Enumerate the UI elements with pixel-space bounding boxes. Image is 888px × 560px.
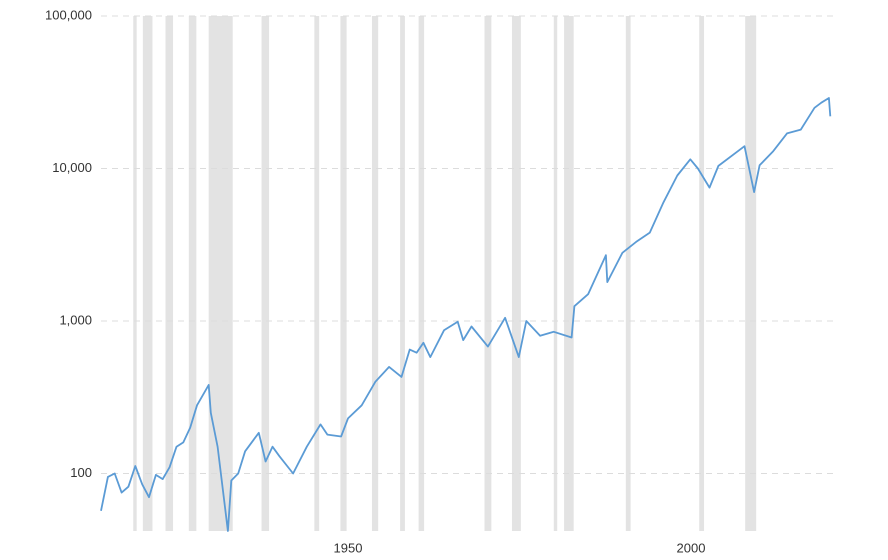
recession-band <box>314 16 320 531</box>
recession-band <box>699 16 705 531</box>
recession-band <box>745 16 757 531</box>
x-tick-label: 1950 <box>334 540 363 555</box>
x-tick-label: 2000 <box>677 540 706 555</box>
recession-band <box>142 16 153 531</box>
y-tick-label: 10,000 <box>52 160 92 175</box>
recession-band <box>371 16 379 531</box>
recession-band <box>511 16 521 531</box>
recession-band <box>553 16 558 531</box>
recession-band <box>625 16 631 531</box>
y-tick-label: 100,000 <box>45 7 92 22</box>
recession-band <box>418 16 425 531</box>
recession-band <box>484 16 492 531</box>
price-line <box>100 97 832 532</box>
recession-band <box>165 16 174 531</box>
y-tick-label: 1,000 <box>59 312 92 327</box>
recession-band <box>564 16 574 531</box>
recession-band <box>133 16 137 531</box>
y-tick-label: 100 <box>70 465 92 480</box>
recession-band <box>261 16 270 531</box>
recession-band <box>340 16 347 531</box>
recession-band <box>208 16 233 531</box>
recession-band <box>400 16 405 531</box>
recession-band <box>188 16 197 531</box>
